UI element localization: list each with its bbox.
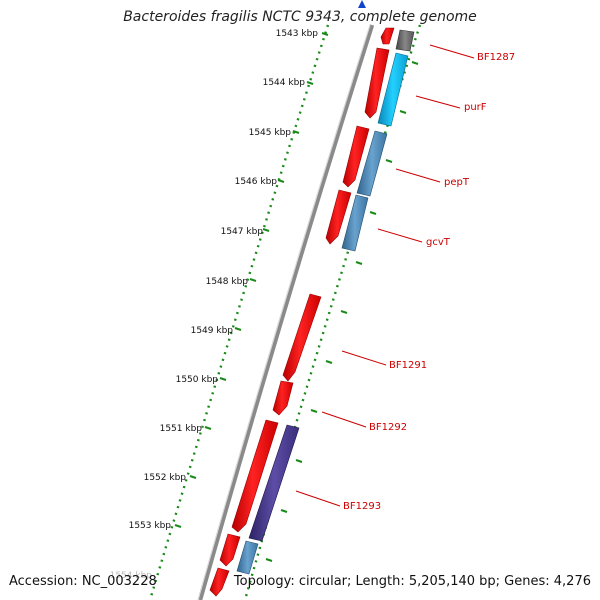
leader-line [321,411,367,428]
steelblue-feature [236,540,259,575]
tick-mark [292,130,300,134]
tick-ring [148,24,330,600]
inner-tick-mark [385,159,393,163]
inner-tick-mark [355,261,363,265]
tick-label: 1551 kbp [160,424,203,434]
gene-label-gcvt: gcvT [426,237,451,248]
genome-summary: Topology: circular; Length: 5,205,140 bp… [233,574,591,589]
steelblue-feature [341,194,369,252]
cds-feature [219,533,241,567]
gene-label-bf1287: BF1287 [477,52,515,63]
cds-feature [325,189,352,245]
gene-label-bf1293: BF1293 [343,501,381,512]
accession-label: Accession: NC_003228 [9,574,157,589]
tick-mark [234,327,242,331]
tick-label: 1548 kbp [206,277,249,287]
leader-line [341,350,387,366]
leader-line [295,490,341,507]
tick-mark [277,179,285,183]
tick-mark [249,278,257,282]
purple-feature [248,424,300,542]
cds-feature [272,380,294,416]
tick-label: 1545 kbp [249,128,292,138]
tick-marks [174,32,329,528]
leader-line [415,95,461,109]
gray-feature [395,29,415,52]
inner-tick-mark [265,558,273,562]
inner-tick-mark [411,61,419,65]
tick-mark [219,377,227,381]
cds-feature [342,125,370,188]
tick-mark [204,426,212,430]
gene-label-purf: purF [464,102,487,113]
cds-feature [282,293,322,382]
inner-tick-mark [369,211,377,215]
inner-tick-mark [310,409,318,413]
inner-tick-mark [295,459,303,463]
inner-tick-mark [325,360,333,364]
tick-label: 1549 kbp [191,326,234,336]
inner-ring [243,24,422,600]
steelblue-feature [356,130,388,197]
cds-feature [209,567,230,597]
tick-mark [174,524,182,528]
inner-tick-mark [280,509,288,513]
tick-label: 1546 kbp [235,177,278,187]
origin-marker [358,0,366,8]
tick-label: 1553 kbp [129,521,172,531]
leader-line [395,168,441,183]
cds-feature [380,27,395,45]
tick-label: 1554 kbp [110,571,153,581]
map-title: Bacteroides fragilis NCTC 9343, complete… [123,9,477,25]
inner-tick-mark [399,110,407,114]
genome-backbone-highlight [197,24,371,600]
tick-mark [262,228,270,232]
leader-line [429,44,475,59]
tick-label: 1547 kbp [221,227,264,237]
inner-tick-mark [340,310,348,314]
reverse-strand-cds [209,27,395,597]
tick-label: 1543 kbp [276,29,319,39]
inner-tick-marks [265,61,419,562]
tick-label: 1552 kbp [144,473,187,483]
gene-label-pept: pepT [444,177,470,188]
gene-label-bf1291: BF1291 [389,360,427,371]
tick-label: 1544 kbp [263,78,306,88]
tick-label: 1550 kbp [176,375,219,385]
forward-strand-features [236,29,415,575]
gene-label-bf1292: BF1292 [369,422,407,433]
cds-feature [231,419,279,533]
genome-backbone [197,24,375,600]
tick-mark [189,475,197,479]
tick-mark [306,81,314,85]
cds-feature [364,47,390,119]
leader-line [377,228,423,243]
tick-mark [321,32,329,36]
cyan-feature [377,52,409,127]
